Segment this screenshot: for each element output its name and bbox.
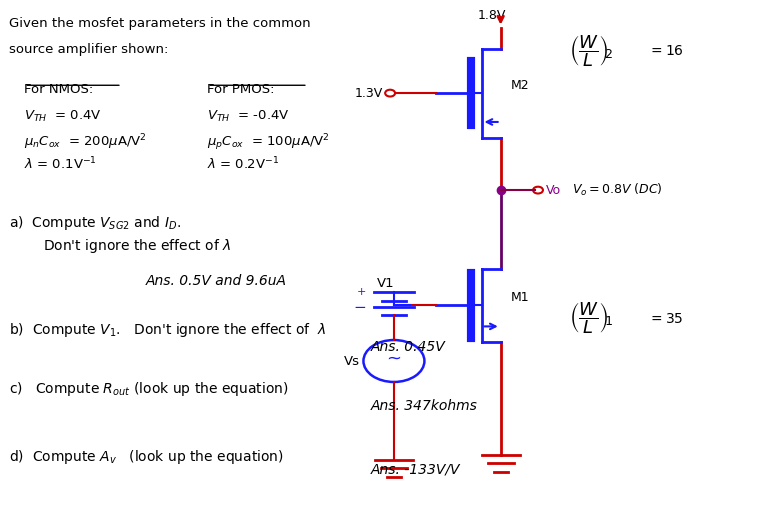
- Text: ~: ~: [386, 350, 402, 368]
- Text: $\lambda$ = 0.1V$^{-1}$: $\lambda$ = 0.1V$^{-1}$: [24, 156, 97, 173]
- Text: Ans. -133V/V: Ans. -133V/V: [371, 463, 461, 477]
- Text: $V_{TH}$  = -0.4V: $V_{TH}$ = -0.4V: [207, 109, 290, 124]
- Text: −: −: [353, 299, 366, 315]
- Text: d)  Compute $A_v$   (look up the equation): d) Compute $A_v$ (look up the equation): [9, 448, 284, 466]
- Text: Ans. 0.5V and 9.6uA: Ans. 0.5V and 9.6uA: [146, 274, 287, 288]
- Text: $V_o = 0.8V\ (DC)$: $V_o = 0.8V\ (DC)$: [571, 182, 662, 198]
- Text: source amplifier shown:: source amplifier shown:: [9, 43, 168, 56]
- Text: $\mu_p C_{ox}$  = 100$\mu$A/V$^2$: $\mu_p C_{ox}$ = 100$\mu$A/V$^2$: [207, 132, 330, 153]
- Text: c)   Compute $R_{out}$ (look up the equation): c) Compute $R_{out}$ (look up the equati…: [9, 380, 288, 398]
- Text: Ans. 347kohms: Ans. 347kohms: [371, 399, 478, 413]
- Text: 1.3V: 1.3V: [354, 86, 382, 100]
- Text: $\lambda$ = 0.2V$^{-1}$: $\lambda$ = 0.2V$^{-1}$: [207, 156, 279, 173]
- Text: a)  Compute $V_{SG2}$ and $I_D$.: a) Compute $V_{SG2}$ and $I_D$.: [9, 214, 181, 232]
- Text: Ans. 0.45V: Ans. 0.45V: [371, 339, 446, 354]
- Text: $V_{TH}$  = 0.4V: $V_{TH}$ = 0.4V: [24, 109, 102, 124]
- Text: b)  Compute $V_1$.   Don't ignore the effect of  $\lambda$: b) Compute $V_1$. Don't ignore the effec…: [9, 321, 326, 339]
- Text: For NMOS:: For NMOS:: [24, 83, 93, 95]
- Text: M1: M1: [510, 291, 529, 304]
- Text: $\left(\dfrac{W}{L}\right)_{\!\!2}$: $\left(\dfrac{W}{L}\right)_{\!\!2}$: [569, 33, 614, 69]
- Text: $= 16$: $= 16$: [648, 44, 684, 58]
- Text: $\left(\dfrac{W}{L}\right)_{\!\!1}$: $\left(\dfrac{W}{L}\right)_{\!\!1}$: [569, 301, 614, 336]
- Text: Vs: Vs: [343, 355, 360, 367]
- Text: V1: V1: [376, 277, 394, 290]
- Text: $\mu_n C_{ox}$  = 200$\mu$A/V$^2$: $\mu_n C_{ox}$ = 200$\mu$A/V$^2$: [24, 132, 147, 152]
- Text: Don't ignore the effect of $\lambda$: Don't ignore the effect of $\lambda$: [44, 237, 232, 255]
- Text: M2: M2: [510, 79, 529, 92]
- Text: 1.8V: 1.8V: [478, 9, 506, 22]
- Text: $= 35$: $= 35$: [648, 311, 683, 326]
- Text: Given the mosfet parameters in the common: Given the mosfet parameters in the commo…: [9, 17, 311, 30]
- Text: For PMOS:: For PMOS:: [207, 83, 275, 95]
- Text: Vo: Vo: [545, 183, 561, 197]
- Text: +: +: [357, 287, 366, 297]
